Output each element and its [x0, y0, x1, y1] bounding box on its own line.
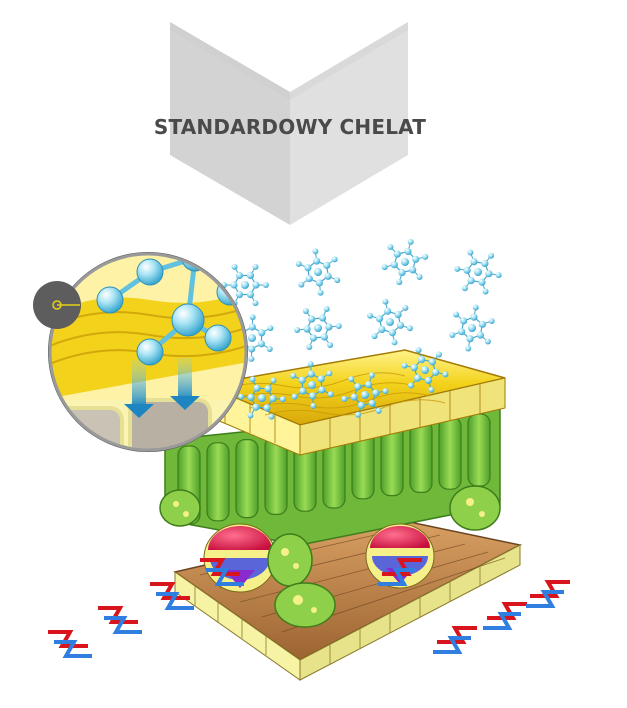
- chevron-arrow-icon: [98, 608, 142, 632]
- page-title: STANDARDOWY CHELAT: [0, 115, 580, 139]
- chelate-molecule-icon: [454, 250, 501, 295]
- chevron-arrow-icon: [526, 582, 570, 606]
- chevron-arrow-icon: [433, 628, 477, 652]
- chelate-molecule-icon: [367, 299, 413, 346]
- chelate-molecule-icon: [382, 239, 429, 285]
- chevron-arrow-icon: [483, 604, 527, 628]
- chelate-molecule-icon: [449, 304, 494, 351]
- magnifier-pin-icon: [33, 281, 81, 329]
- chevron-arrow-icon: [48, 632, 92, 656]
- chelate-molecule-icon: [296, 248, 341, 295]
- chelate-molecule-icon: [294, 306, 342, 350]
